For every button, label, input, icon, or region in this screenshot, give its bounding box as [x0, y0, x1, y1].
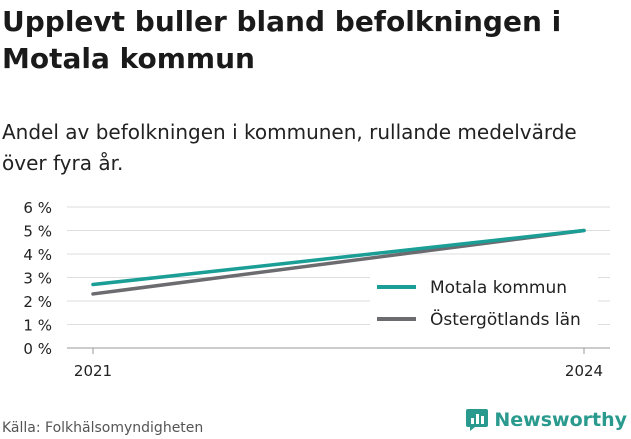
legend-label: Motala kommun	[430, 278, 567, 298]
source-note: Källa: Folkhälsomyndigheten	[2, 420, 204, 436]
y-tick-label: 5 %	[23, 223, 52, 241]
y-tick-label: 6 %	[23, 199, 52, 217]
brand-name: Newsworthy	[494, 409, 627, 431]
chart-subtitle: Andel av befolkningen i kommunen, rullan…	[2, 120, 577, 175]
x-tick-label: 2021	[74, 362, 112, 380]
brand-logo: Newsworthy	[466, 408, 627, 432]
bar-chart-logo-icon	[466, 409, 489, 431]
y-tick-label: 1 %	[23, 317, 52, 335]
line-chart: 0 % 1 % 2 % 3 % 4 % 5 % 6 % 2021 2024 Motala komm…	[23, 199, 610, 380]
legend-box	[370, 270, 598, 332]
chart-title: Upplevt buller bland befolkningen i Mota…	[2, 5, 562, 75]
y-tick-label: 0 %	[23, 340, 52, 358]
y-tick-label: 3 %	[23, 270, 52, 288]
y-tick-label: 4 %	[23, 246, 52, 264]
y-tick-label: 2 %	[23, 293, 52, 311]
legend-label: Östergötlands län	[430, 308, 581, 330]
series-line	[91, 228, 586, 287]
x-tick-label: 2024	[565, 362, 603, 380]
